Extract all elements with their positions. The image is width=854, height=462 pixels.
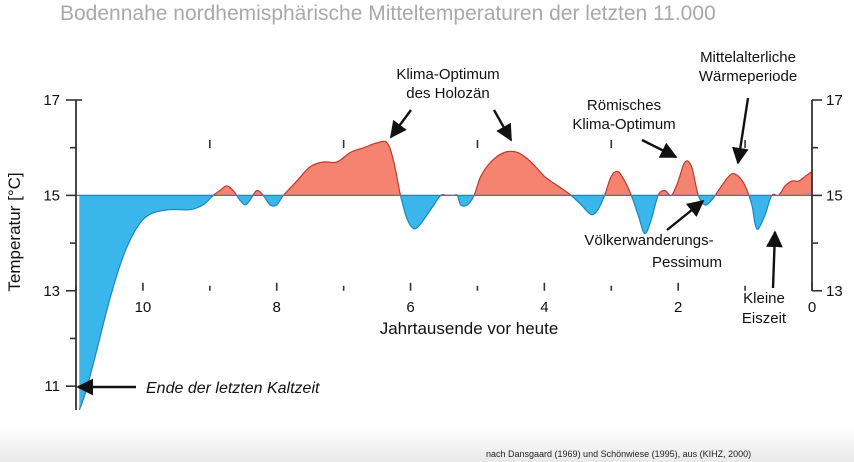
chart-title: Bodennahe nordhemisphärische Mitteltempe… [60, 2, 716, 25]
x-tick-label: 10 [135, 299, 152, 316]
warm-curve-line [212, 140, 813, 196]
annotation-mittelalterliche-waermeperiode: Mittelalterliche Wärmeperiode [699, 49, 797, 165]
annotation-arrow [766, 230, 783, 289]
y-axis-label: Temperatur [°C] [5, 172, 24, 291]
x-tick-label: 8 [273, 299, 281, 316]
footer-band [0, 428, 854, 462]
annotation-label: Eiszeit [742, 310, 787, 327]
annotation-label: Wärmeperiode [699, 68, 797, 85]
y-tick-label: 13 [43, 283, 60, 300]
annotation-arrow [731, 97, 750, 165]
plot-area [76, 140, 813, 411]
annotation-label: Ende der letzten Kaltzeit [146, 380, 320, 397]
annotation-ende-kaltzeit: Ende der letzten Kaltzeit [76, 378, 320, 397]
annotation-arrow [666, 199, 705, 231]
annotation-roemisches-klima-optimum: Römisches Klima-Optimum [572, 97, 678, 159]
annotation-arrow [492, 109, 513, 142]
annotation-label: Römisches [587, 97, 661, 114]
warm-area [213, 141, 812, 196]
annotations: Klima-Optimum des Holozän Römisches Klim… [76, 49, 797, 397]
x-tick-label: 4 [540, 299, 548, 316]
y-tick-label: 17 [43, 92, 60, 109]
x-tick-label: 2 [674, 299, 682, 316]
tick-labels: 17 15 13 11 17 15 13 10 8 6 4 2 0 [43, 92, 842, 395]
annotation-label: Klima-Optimum [396, 66, 499, 83]
annotation-label: Kleine [743, 290, 785, 307]
source-note: nach Dansgaard (1969) und Schönwiese (19… [486, 449, 752, 459]
annotation-label: Pessimum [652, 254, 722, 271]
annotation-label: Mittelalterliche [700, 49, 796, 66]
y-tick-label-right: 13 [826, 283, 843, 300]
annotation-label: Klima-Optimum [572, 116, 675, 133]
cold-area [79, 195, 812, 410]
annotation-kleine-eiszeit: Kleine Eiszeit [742, 230, 787, 327]
y-tick-label-right: 17 [826, 92, 843, 109]
annotation-label: des Holozän [406, 85, 489, 102]
cold-curve-line [78, 195, 780, 411]
x-tick-label: 6 [406, 299, 414, 316]
x-tick-label: 0 [808, 299, 816, 316]
annotation-arrow [641, 138, 678, 159]
annotation-label: Völkerwanderungs- [584, 232, 713, 249]
axes [66, 99, 822, 410]
annotation-voelkerwanderungs-pessimum: Völkerwanderungs- Pessimum [584, 199, 722, 271]
x-axis-label: Jahrtausende vor heute [380, 319, 559, 338]
annotation-arrow [390, 109, 412, 139]
y-tick-label-right: 15 [826, 187, 843, 204]
y-tick-label: 15 [43, 187, 60, 204]
annotation-klima-optimum-holozaen: Klima-Optimum des Holozän [390, 66, 513, 142]
y-tick-label: 11 [44, 378, 60, 395]
